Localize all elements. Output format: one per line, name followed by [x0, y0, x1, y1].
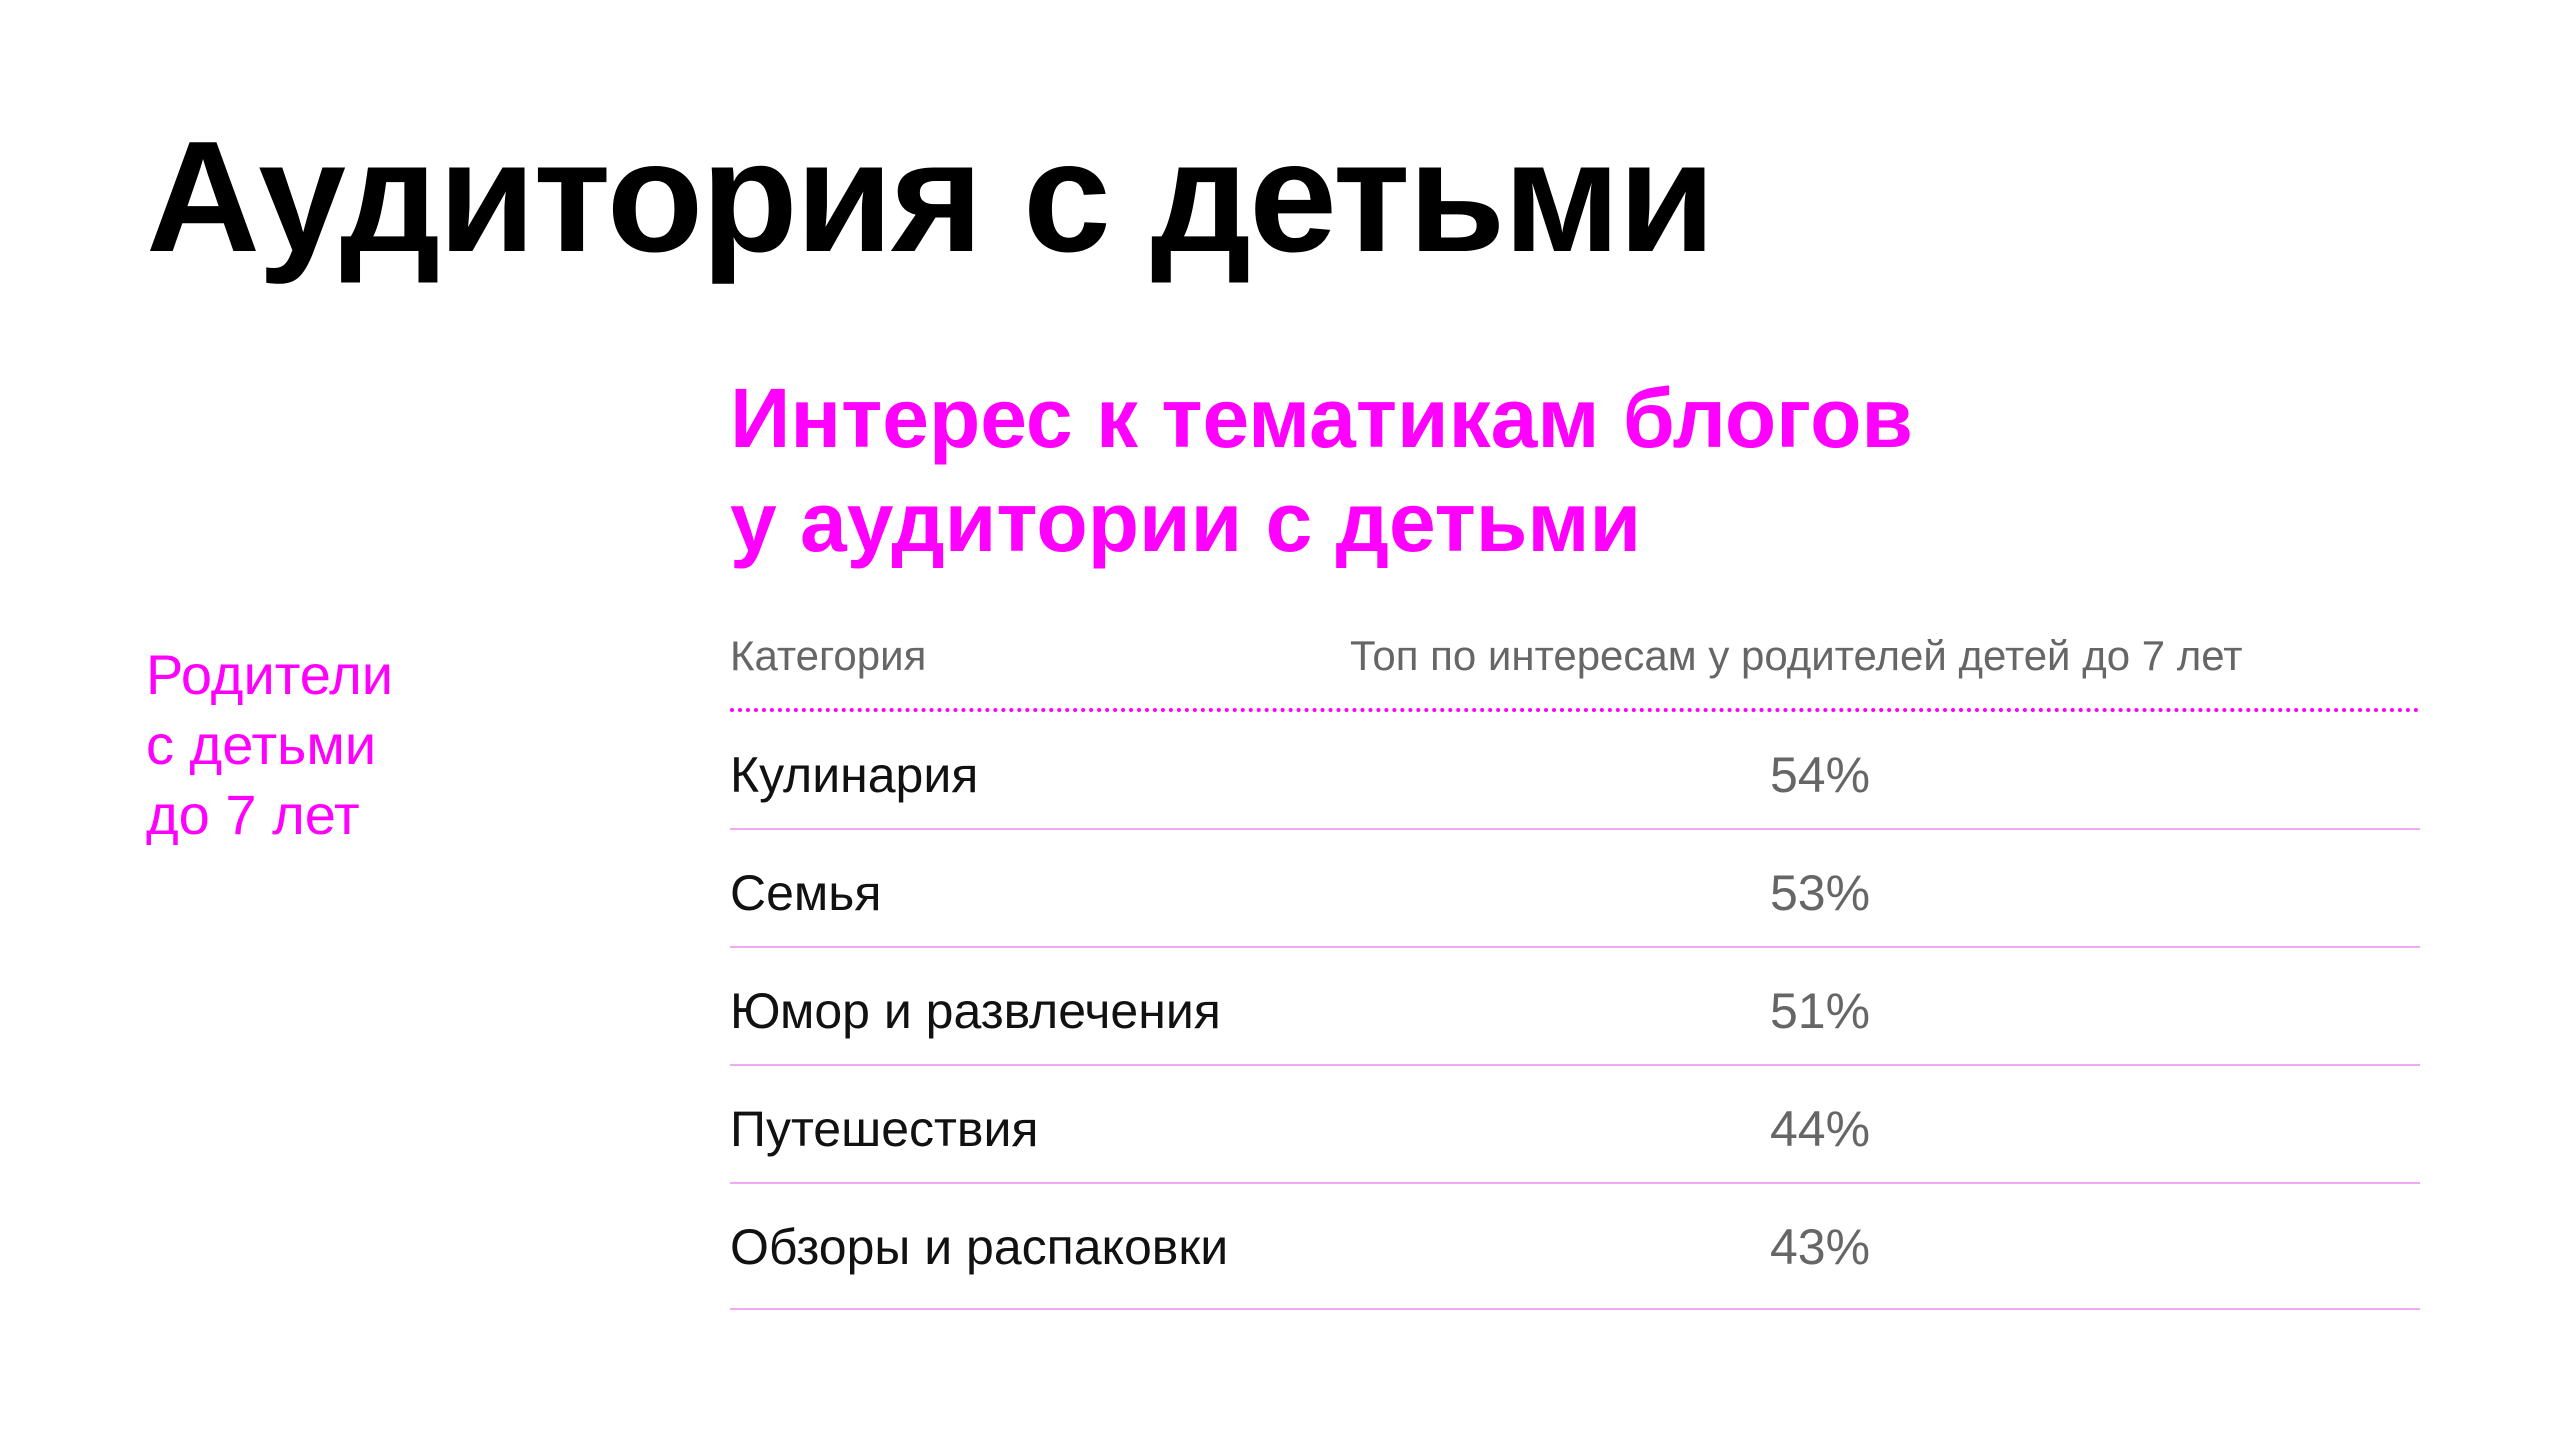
value-cell: 43% [1770, 1219, 1871, 1275]
table-row: Юмор и развлечения 51% [730, 948, 2420, 1066]
table-row: Путешествия 44% [730, 1066, 2420, 1184]
category-cell: Обзоры и распаковки [730, 1219, 1229, 1275]
value-cell: 53% [1770, 865, 1871, 921]
section-subtitle: Интерес к тематикам блогов у аудитории с… [730, 366, 1913, 574]
page-title: Аудитория с детьми [146, 109, 1715, 285]
value-cell: 54% [1770, 747, 1871, 803]
value-cell: 51% [1770, 983, 1871, 1039]
category-cell: Кулинария [730, 747, 979, 803]
table-row: Обзоры и распаковки 43% [730, 1184, 2420, 1310]
table-row: Кулинария 54% [730, 712, 2420, 830]
column-header-top: Топ по интересам у родителей детей до 7 … [1350, 632, 2243, 679]
value-cell: 44% [1770, 1101, 1871, 1157]
category-cell: Семья [730, 865, 882, 921]
audience-segment-line: с детьми [146, 713, 377, 776]
category-cell: Юмор и развлечения [730, 983, 1221, 1039]
interests-table: Категория Топ по интересам у родителей д… [730, 628, 2420, 1310]
table-row: Семья 53% [730, 830, 2420, 948]
subtitle-line: Интерес к тематикам блогов [730, 371, 1914, 465]
column-header-category: Категория [730, 632, 927, 679]
subtitle-line: у аудитории с детьми [730, 475, 1642, 569]
category-cell: Путешествия [730, 1101, 1039, 1157]
table-header: Категория Топ по интересам у родителей д… [730, 628, 2420, 712]
audience-segment-label: Родители с детьми до 7 лет [146, 640, 393, 850]
audience-segment-line: до 7 лет [146, 783, 360, 846]
audience-segment-line: Родители [146, 643, 394, 706]
